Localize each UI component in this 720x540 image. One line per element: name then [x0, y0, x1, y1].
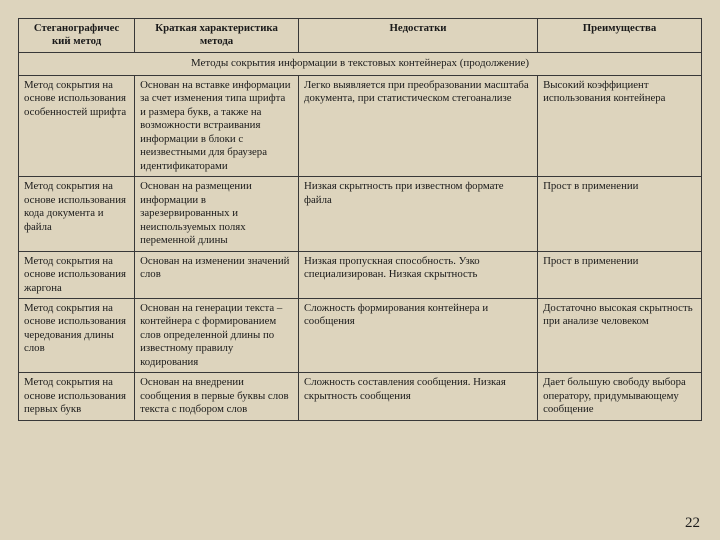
cell-desc: Основан на генерации текста –контейнера … [135, 298, 299, 372]
cell-cons: Низкая скрытность при известном формате … [299, 177, 538, 251]
cell-method: Метод сокрытия на основе использования к… [19, 177, 135, 251]
header-row: Стеганографичес кий метод Краткая характ… [19, 19, 702, 53]
cell-method: Метод сокрытия на основе использования ч… [19, 298, 135, 372]
cell-desc: Основан на внедрении сообщения в первые … [135, 373, 299, 420]
cell-pros: Прост в применении [538, 177, 702, 251]
header-desc: Краткая характеристика метода [135, 19, 299, 53]
cell-method: Метод сокрытия на основе использования п… [19, 373, 135, 420]
cell-desc: Основан на вставке информации за счет из… [135, 75, 299, 176]
header-method: Стеганографичес кий метод [19, 19, 135, 53]
cell-desc: Основан на изменении значений слов [135, 251, 299, 298]
cell-cons: Низкая пропускная способность. Узко спец… [299, 251, 538, 298]
stego-table: Стеганографичес кий метод Краткая характ… [18, 18, 702, 421]
table-row: Метод сокрытия на основе использования п… [19, 373, 702, 420]
table-row: Метод сокрытия на основе использования к… [19, 177, 702, 251]
cell-method: Метод сокрытия на основе использования ж… [19, 251, 135, 298]
cell-desc: Основан на размещении информации в зарез… [135, 177, 299, 251]
page-number: 22 [685, 515, 700, 532]
cell-cons: Сложность формирования контейнера и сооб… [299, 298, 538, 372]
table-row: Метод сокрытия на основе использования ч… [19, 298, 702, 372]
cell-pros: Дает большую свободу выбора оператору, п… [538, 373, 702, 420]
header-cons: Недостатки [299, 19, 538, 53]
cell-pros: Достаточно высокая скрытность при анализ… [538, 298, 702, 372]
cell-method: Метод сокрытия на основе использования о… [19, 75, 135, 176]
cell-cons: Сложность составления сообщения. Низкая … [299, 373, 538, 420]
table-row: Метод сокрытия на основе использования ж… [19, 251, 702, 298]
section-title: Методы сокрытия информации в текстовых к… [19, 52, 702, 75]
cell-pros: Прост в применении [538, 251, 702, 298]
section-row: Методы сокрытия информации в текстовых к… [19, 52, 702, 75]
table-row: Метод сокрытия на основе использования о… [19, 75, 702, 176]
header-pros: Преимущества [538, 19, 702, 53]
cell-cons: Легко выявляется при преобразовании масш… [299, 75, 538, 176]
cell-pros: Высокий коэффициент использования контей… [538, 75, 702, 176]
